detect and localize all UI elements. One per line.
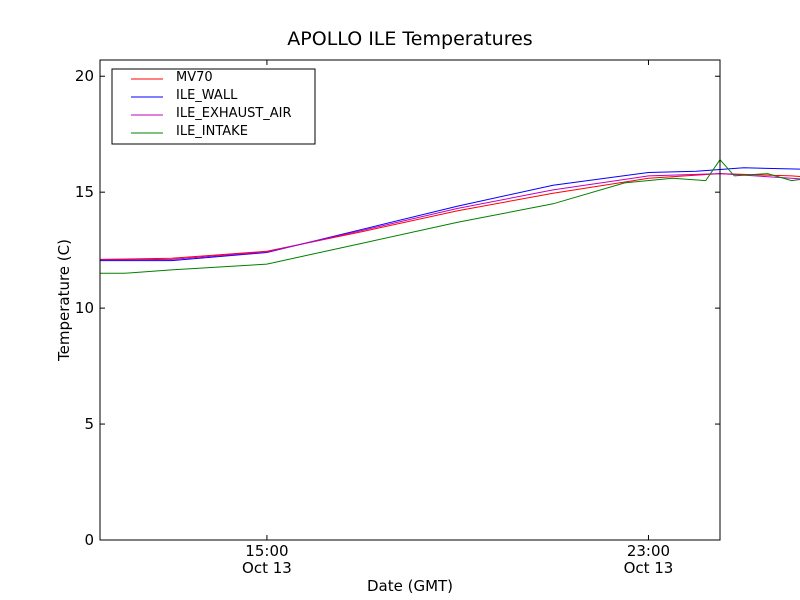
y-tick-label: 20 [75, 67, 94, 85]
legend-label-ile-exhaust-air: ILE_EXHAUST_AIR [176, 106, 292, 121]
chart-title: APOLLO ILE Temperatures [287, 28, 532, 50]
y-axis: 0 5 10 15 20 [75, 67, 720, 549]
y-axis-label: Temperature (C) [55, 239, 73, 362]
x-tick-label-time: 23:00 [627, 542, 670, 560]
x-tick-label-date: Oct 13 [242, 559, 292, 577]
series-line-ile-exhaust-air [99, 173, 800, 261]
x-tick-label-time: 15:00 [245, 542, 288, 560]
series-line-ile-intake [100, 158, 800, 274]
series-line-mv70 [99, 173, 800, 260]
x-axis-label: Date (GMT) [367, 577, 453, 595]
plot-lines [99, 158, 800, 274]
y-tick-label: 15 [75, 183, 94, 201]
series-line-ile-wall [100, 167, 800, 262]
legend-box [111, 68, 316, 145]
legend-label-ile-intake: ILE_INTAKE [176, 124, 248, 139]
y-tick-label: 5 [84, 415, 94, 433]
y-tick-label: 10 [75, 299, 94, 317]
legend-label-mv70: MV70 [176, 70, 213, 85]
legend: MV70 ILE_WALL ILE_EXHAUST_AIR ILE_INTAKE [111, 68, 316, 145]
plot-frame [99, 59, 721, 541]
x-tick-label-date: Oct 13 [624, 559, 674, 577]
y-tick-label: 0 [84, 531, 94, 549]
legend-label-ile-wall: ILE_WALL [176, 88, 238, 103]
